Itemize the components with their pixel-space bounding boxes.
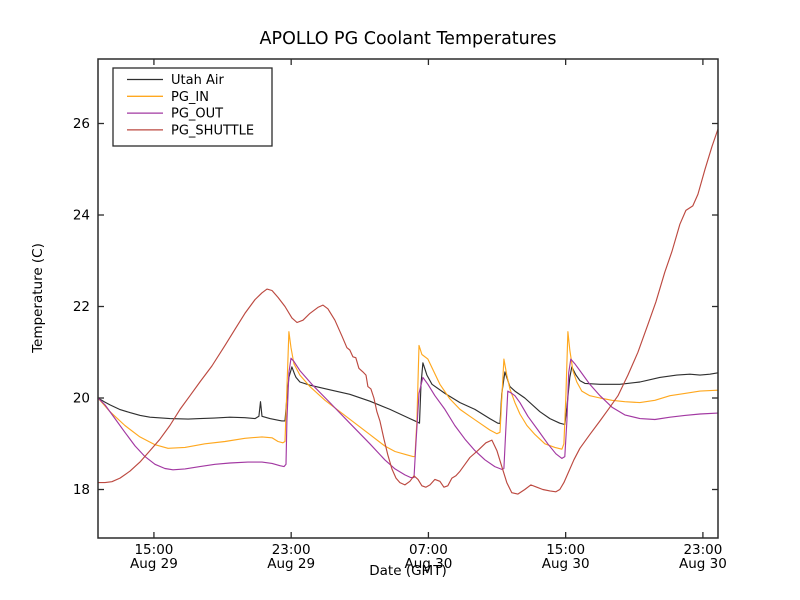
x-tick-label-time: 07:00 [409,542,448,558]
x-tick-label-date: Aug 30 [404,556,452,572]
series-line-PG_OUT [97,357,719,479]
y-tick-label: 24 [73,208,90,224]
y-tick-label: 20 [73,391,90,407]
legend-label: Utah Air [171,73,224,88]
legend-label: PG_OUT [171,107,223,122]
y-tick-label: 26 [73,116,90,132]
x-tick-label-date: Aug 30 [542,556,590,572]
y-tick-label: 18 [73,482,90,498]
x-tick-label-date: Aug 30 [679,556,727,572]
legend-box [112,67,273,147]
series-line-PG_SHUTTLE [97,128,719,495]
series-line-PG_IN [97,331,719,458]
series-line-Utah-Air [97,362,719,426]
x-tick-label-date: Aug 29 [130,556,178,572]
x-tick-label-time: 15:00 [546,542,585,558]
x-axis-label: Date (GMT) [369,563,447,579]
x-tick-label-date: Aug 29 [267,556,315,572]
y-axis-label: Temperature (C) [30,243,46,353]
x-tick-label-time: 15:00 [134,542,173,558]
legend-label: PG_IN [171,90,209,105]
y-tick-label: 22 [73,299,90,315]
legend-label: PG_SHUTTLE [171,123,254,138]
x-tick-label-time: 23:00 [683,542,722,558]
x-tick-label-time: 23:00 [272,542,311,558]
chart-title: APOLLO PG Coolant Temperatures [259,29,557,49]
plot-border [97,58,719,539]
